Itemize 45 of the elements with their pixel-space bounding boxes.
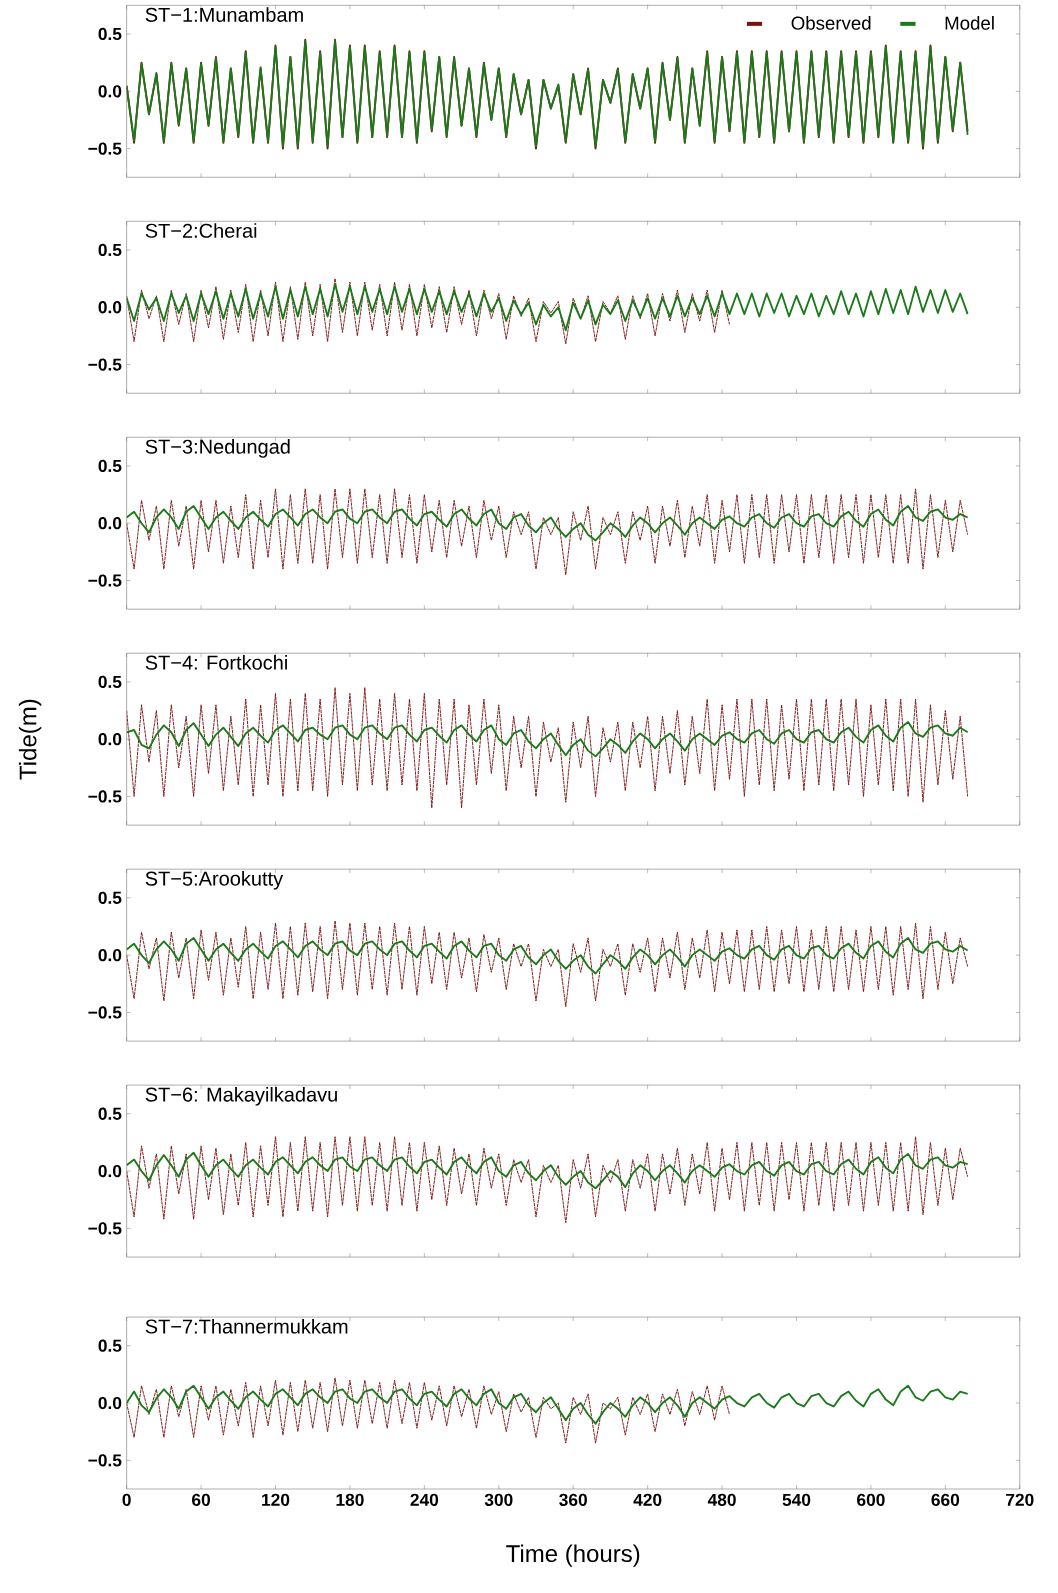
y-tick-label: 0.5 — [98, 675, 122, 688]
y-tick-label: 0.0 — [98, 517, 122, 530]
y-tick-label: −0.5 — [88, 1222, 122, 1235]
x-tick-label: 60 — [191, 1493, 210, 1506]
y-tick-label: −0.5 — [88, 1454, 122, 1467]
chart-title: ST−5:Arookutty — [145, 871, 283, 890]
x-tick-label: 360 — [558, 1493, 587, 1507]
x-tick-label: 600 — [856, 1493, 885, 1506]
x-tick-label: 540 — [782, 1493, 811, 1506]
chart-title: ST−3:Nedungad — [145, 439, 290, 458]
y-tick-label: 0.5 — [98, 459, 122, 473]
x-tick-label: 420 — [633, 1493, 662, 1506]
x-tick-label: 0 — [122, 1493, 131, 1506]
y-tick-label: 0.0 — [98, 85, 122, 98]
y-tick-label: 0.0 — [98, 733, 122, 746]
y-tick-label: 0.0 — [98, 1164, 122, 1178]
legend-label: Observed — [791, 16, 871, 30]
y-axis-title: Tide(m) — [18, 699, 42, 780]
y-tick-label: −0.5 — [88, 790, 122, 803]
chart-title: ST−6: Makayilkadavu — [145, 1086, 337, 1106]
y-tick-label: 0.0 — [98, 1396, 122, 1410]
legend-label: Model — [945, 16, 994, 30]
y-tick-label: 0.5 — [98, 1107, 122, 1120]
y-tick-label: 0.5 — [98, 243, 122, 257]
chart-title: ST−7:Thannermukkam — [145, 1318, 348, 1334]
y-tick-label: 0.0 — [98, 301, 122, 314]
x-tick-label: 720 — [1005, 1493, 1034, 1506]
x-tick-label: 180 — [336, 1493, 364, 1506]
y-tick-label: 0.5 — [98, 27, 122, 41]
chart-title: ST−2:Cherai — [145, 223, 256, 238]
x-axis-title: Time (hours) — [505, 1544, 640, 1567]
x-tick-label: 300 — [484, 1493, 513, 1507]
y-tick-label: −0.5 — [88, 358, 122, 371]
x-tick-label: 480 — [707, 1493, 736, 1506]
y-tick-label: −0.5 — [88, 1006, 122, 1019]
y-tick-label: 0.0 — [98, 948, 122, 962]
x-tick-label: 660 — [931, 1493, 959, 1506]
y-tick-label: −0.5 — [88, 142, 122, 155]
y-tick-label: 0.5 — [98, 1339, 122, 1352]
x-tick-label: 240 — [410, 1493, 438, 1506]
x-tick-label: 120 — [261, 1493, 290, 1506]
y-tick-label: 0.5 — [98, 891, 122, 904]
y-tick-label: −0.5 — [88, 574, 122, 587]
chart-title: ST−4: Fortkochi — [145, 655, 287, 670]
chart-title: ST−1:Munambam — [145, 7, 303, 22]
